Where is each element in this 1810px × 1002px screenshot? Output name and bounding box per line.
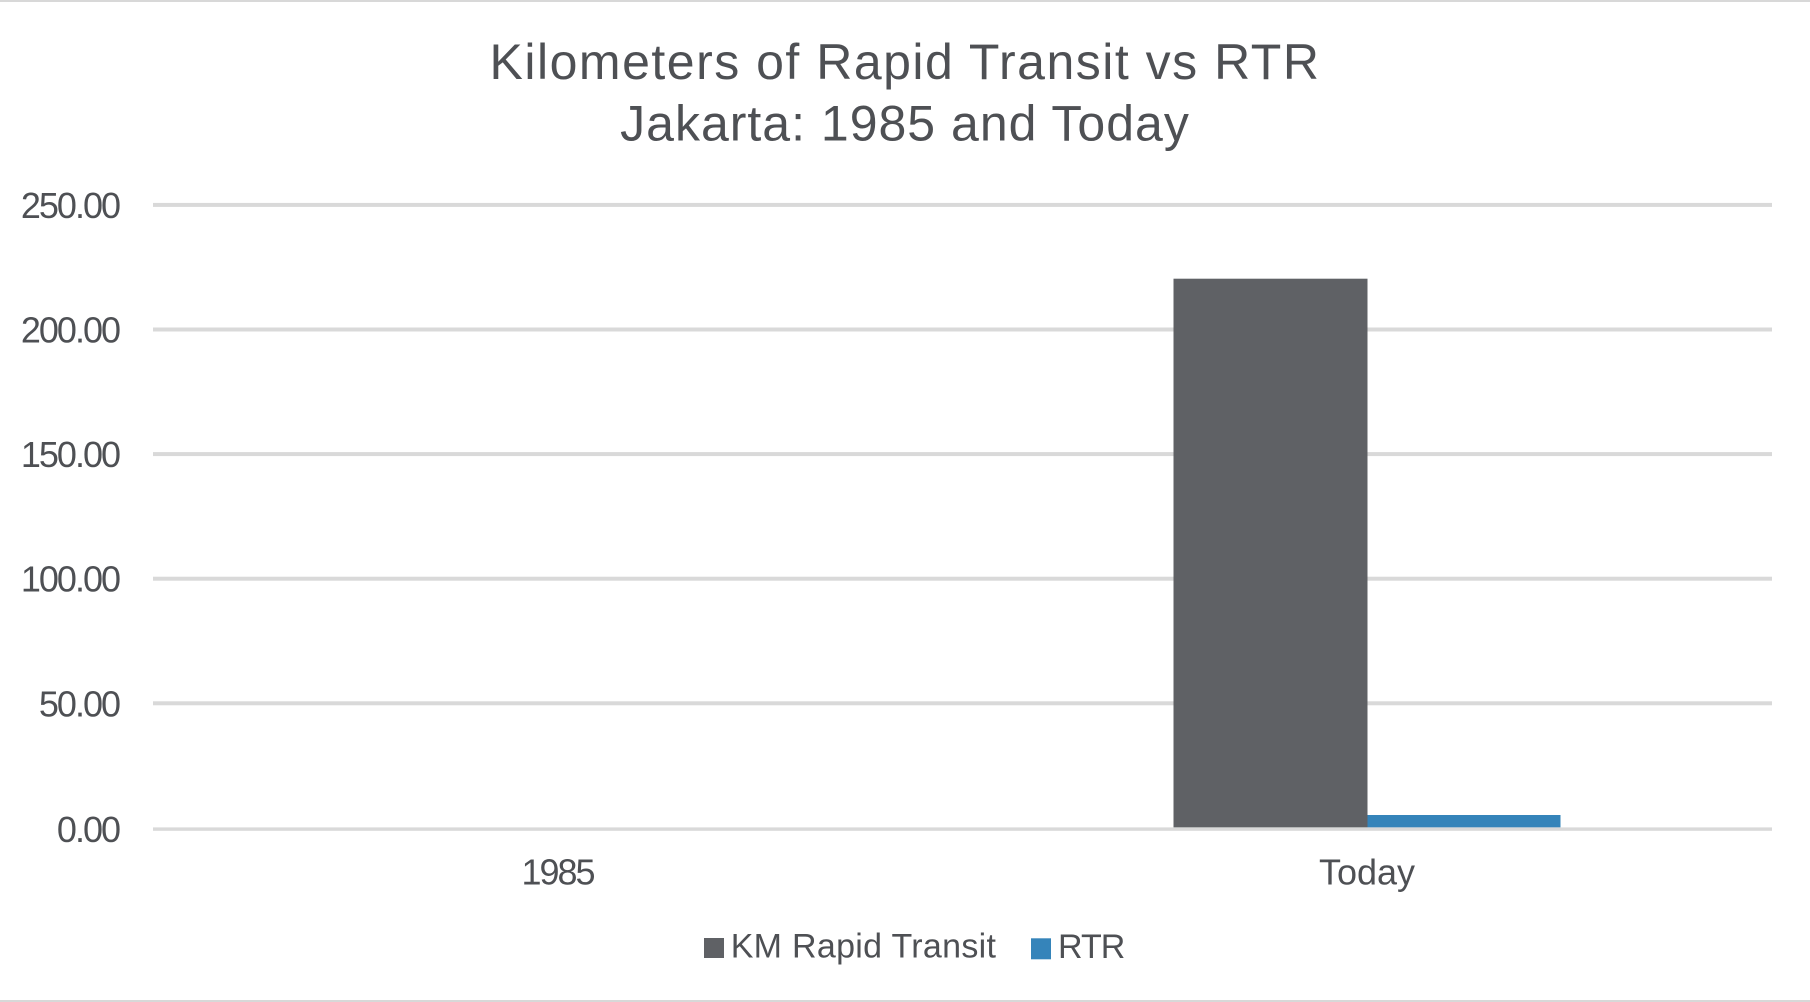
- svg-text:Jakarta: 1985 and Today: Jakarta: 1985 and Today: [620, 96, 1190, 152]
- svg-text:Today: Today: [1319, 851, 1415, 892]
- svg-text:150.00: 150.00: [21, 434, 120, 475]
- svg-text:KM Rapid Transit: KM Rapid Transit: [731, 928, 997, 966]
- svg-text:Kilometers of Rapid Transit vs: Kilometers of Rapid Transit vs RTR: [490, 34, 1321, 90]
- svg-text:50.00: 50.00: [39, 683, 120, 724]
- svg-text:250.00: 250.00: [21, 185, 120, 226]
- svg-text:RTR: RTR: [1058, 928, 1124, 966]
- svg-text:1985: 1985: [521, 852, 594, 893]
- svg-text:100.00: 100.00: [21, 559, 120, 600]
- svg-text:200.00: 200.00: [21, 310, 120, 351]
- svg-text:0.00: 0.00: [57, 809, 120, 850]
